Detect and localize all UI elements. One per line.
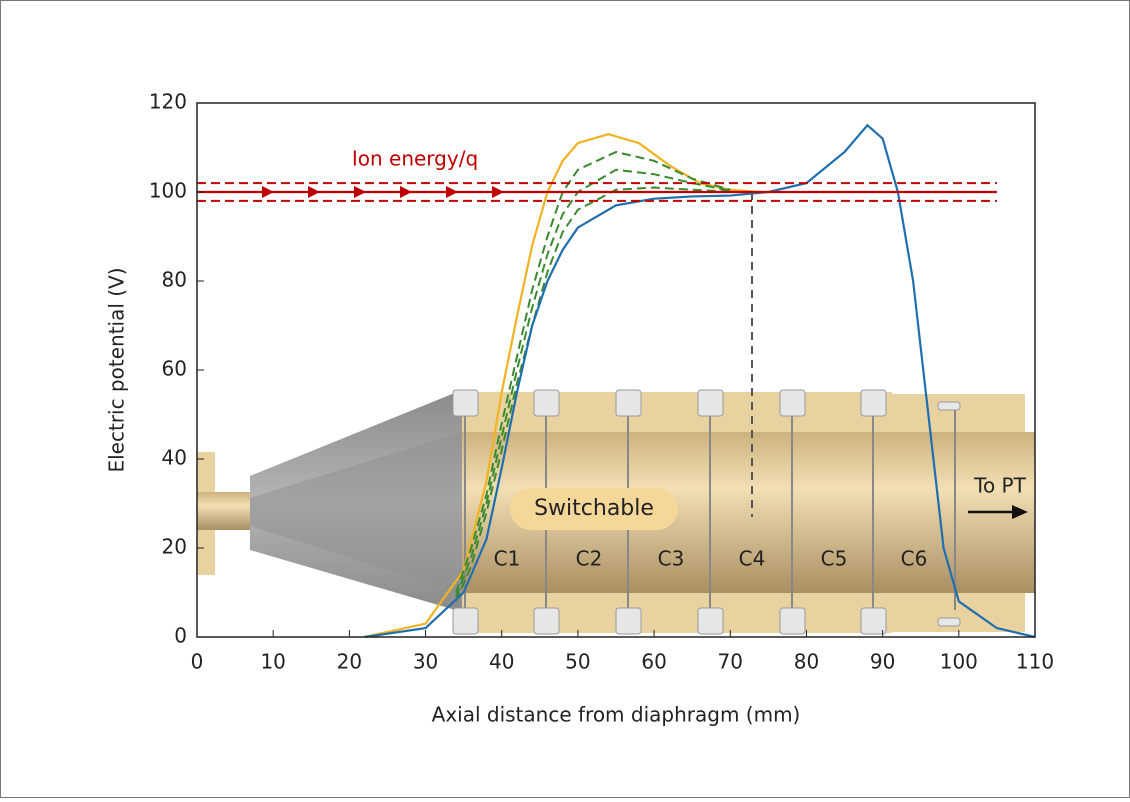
x-tick-label: 50 xyxy=(565,650,590,674)
line xyxy=(455,168,731,598)
line xyxy=(455,150,731,593)
electrode-label: C2 xyxy=(576,547,603,571)
x-tick-label: 10 xyxy=(260,650,285,674)
electrode-label: C1 xyxy=(494,547,521,571)
x-tick-label: 60 xyxy=(641,650,666,674)
electrode-label: C4 xyxy=(739,547,766,571)
annotation: To PT xyxy=(973,474,1026,498)
annotation: Ion energy/q xyxy=(352,147,478,171)
y-tick-label: 80 xyxy=(162,268,187,292)
line xyxy=(364,123,1036,639)
x-axis-label: Axial distance from diaphragm (mm) xyxy=(432,703,801,727)
line xyxy=(455,186,731,602)
y-tick-label: 100 xyxy=(149,179,187,203)
x-tick-label: 0 xyxy=(191,650,204,674)
line xyxy=(364,133,761,639)
x-tick-label: 20 xyxy=(337,650,362,674)
y-tick-label: 40 xyxy=(162,446,187,470)
y-tick-label: 120 xyxy=(149,90,187,114)
y-tick-label: 20 xyxy=(162,535,187,559)
x-tick-label: 70 xyxy=(718,650,743,674)
annotation: Switchable xyxy=(534,496,654,521)
x-tick-label: 40 xyxy=(489,650,514,674)
x-tick-label: 110 xyxy=(1016,650,1054,674)
x-tick-label: 30 xyxy=(413,650,438,674)
electrode-label: C5 xyxy=(821,547,848,571)
x-tick-label: 90 xyxy=(870,650,895,674)
schematic xyxy=(197,192,1035,635)
electrode-label: C3 xyxy=(658,547,685,571)
y-axis-label: Electric potential (V) xyxy=(105,267,129,472)
arrowheads xyxy=(262,186,504,198)
y-tick-label: 60 xyxy=(162,357,187,381)
electrode-label: C6 xyxy=(901,547,928,571)
y-tick-label: 0 xyxy=(174,624,187,648)
plot-area xyxy=(197,123,1036,639)
x-tick-label: 80 xyxy=(794,650,819,674)
x-tick-label: 100 xyxy=(940,650,978,674)
